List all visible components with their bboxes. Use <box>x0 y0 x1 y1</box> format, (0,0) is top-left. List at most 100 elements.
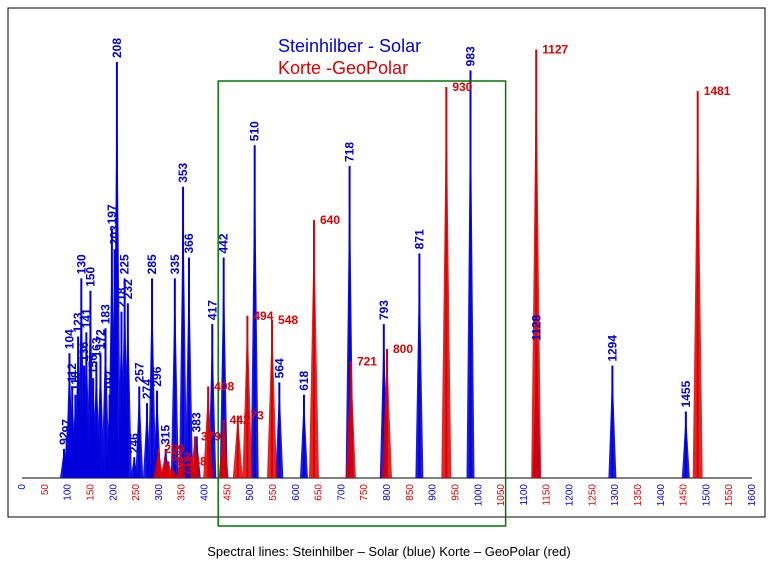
geopolar-line-label: 494 <box>253 309 273 323</box>
solar-line-label: 197 <box>105 204 119 224</box>
solar-line-label: 92 <box>57 431 71 445</box>
x-tick-label: 1200 <box>565 484 576 507</box>
x-tick-label: 1500 <box>701 484 712 507</box>
solar-line-label: 618 <box>297 370 311 390</box>
solar-line-label: 983 <box>463 46 477 66</box>
solar-line-label: 130 <box>74 254 88 274</box>
geopolar-line-label: 379 <box>201 429 221 443</box>
x-tick-label: 550 <box>268 484 279 501</box>
solar-line-label: 274 <box>140 379 154 399</box>
solar-line-label: 208 <box>110 38 124 58</box>
x-tick-label: 300 <box>154 484 165 501</box>
solar-line-label: 510 <box>248 121 262 141</box>
geopolar-line-label: 442 <box>230 413 250 427</box>
legend-entry: Korte -GeoPolar <box>278 58 408 78</box>
x-tick-label: 1000 <box>473 484 484 507</box>
solar-line-label: 1455 <box>679 380 693 407</box>
geopolar-line-label: 800 <box>393 342 413 356</box>
highlight-box <box>217 80 507 527</box>
x-tick-label: 350 <box>177 484 188 501</box>
solar-line-label: 123 <box>71 312 85 332</box>
figure-caption: Spectral lines: Steinhilber – Solar (blu… <box>207 544 571 559</box>
x-tick-label: 650 <box>314 484 325 501</box>
x-tick-label: 1550 <box>724 484 735 507</box>
solar-line-label: 104 <box>62 329 76 349</box>
solar-line-label: 366 <box>182 233 196 253</box>
x-tick-label: 1300 <box>610 484 621 507</box>
solar-line-label: 718 <box>343 142 357 162</box>
x-tick-label: 400 <box>200 484 211 501</box>
x-tick-label: 450 <box>222 484 233 501</box>
x-tick-label: 250 <box>131 484 142 501</box>
x-tick-label: 900 <box>428 484 439 501</box>
solar-line-label: 335 <box>168 254 182 274</box>
x-tick-label: 500 <box>245 484 256 501</box>
x-tick-label: 1600 <box>747 484 758 507</box>
solar-line-label: 172 <box>93 329 107 349</box>
geopolar-line-label: 331 <box>179 463 199 477</box>
solar-line-label: 203 <box>108 225 122 245</box>
x-tick-label: 50 <box>40 484 51 496</box>
solar-line-label: 163 <box>89 337 103 357</box>
solar-line-label: 442 <box>217 233 231 253</box>
geopolar-line-label: 1127 <box>542 43 568 57</box>
x-tick-label: 1400 <box>656 484 667 507</box>
geopolar-line-label: 321 <box>174 454 194 468</box>
solar-line-label: 353 <box>176 162 190 182</box>
x-tick-label: 600 <box>291 484 302 501</box>
geopolar-line-label: 721 <box>357 355 377 369</box>
geopolar-line-label: 408 <box>214 379 234 393</box>
solar-line-label: 118 <box>68 371 82 391</box>
geopolar-line-label: 1481 <box>704 84 731 98</box>
solar-line-label: 136 <box>77 341 91 361</box>
solar-line-label: 871 <box>412 229 426 249</box>
geopolar-line-label: 313 <box>171 450 191 464</box>
x-tick-labels: 0 50 100 150 200 250 300 350 400 450 500 550 600 650 7… <box>17 484 758 507</box>
solar-line-label: 793 <box>377 300 391 320</box>
x-tick-label: 1100 <box>519 484 530 506</box>
legend-entry: Steinhilber - Solar <box>278 36 421 56</box>
solar-line-label: 417 <box>205 300 219 320</box>
solar-line-label: 183 <box>98 304 112 324</box>
x-tick-label: 1450 <box>679 484 690 507</box>
geopolar-line-label: 473 <box>244 409 264 423</box>
solar-line-label: 112 <box>65 363 79 383</box>
solar-line-label: 257 <box>132 362 146 382</box>
x-tick-label: 1050 <box>496 484 507 507</box>
solar-line-label: 285 <box>145 254 159 274</box>
solar-line-label: 218 <box>114 287 128 307</box>
x-tick-label: 1150 <box>542 484 553 506</box>
x-tick-label: 0 <box>17 484 28 490</box>
solar-line-label: 1294 <box>605 335 619 362</box>
bars-layer <box>59 49 703 479</box>
solar-line-label: 1128 <box>530 315 544 341</box>
solar-line-label: 225 <box>118 254 132 274</box>
solar-line-label: 141 <box>79 308 93 328</box>
solar-line-label: 315 <box>159 425 173 445</box>
x-tick-label: 1250 <box>587 484 598 507</box>
x-tick-label: 1350 <box>633 484 644 507</box>
x-tick-label: 800 <box>382 484 393 501</box>
solar-line-label: 246 <box>127 433 141 453</box>
solar-line-label: 564 <box>272 358 286 378</box>
solar-line-label: 97 <box>60 419 74 433</box>
geopolar-line-label: 299 <box>164 442 184 456</box>
x-tick-label: 950 <box>450 484 461 501</box>
highlight-box-rect <box>217 80 507 527</box>
x-tick-label: 100 <box>63 484 74 501</box>
x-tick-label: 850 <box>405 484 416 501</box>
solar-line-label: 383 <box>190 412 204 432</box>
solar-line-label: 192 <box>103 370 117 390</box>
x-tick-label: 200 <box>108 484 119 501</box>
geopolar-line-label: 348 <box>187 454 207 468</box>
x-tick-label: 150 <box>85 484 96 501</box>
solar-line-label: 296 <box>150 366 164 386</box>
geopolar-line-label: 930 <box>452 80 472 94</box>
geopolar-line-label: 548 <box>278 313 298 327</box>
solar-line-label: 232 <box>121 279 135 299</box>
solar-line-label: 150 <box>83 266 97 286</box>
solar-line-label: 156 <box>86 354 100 374</box>
